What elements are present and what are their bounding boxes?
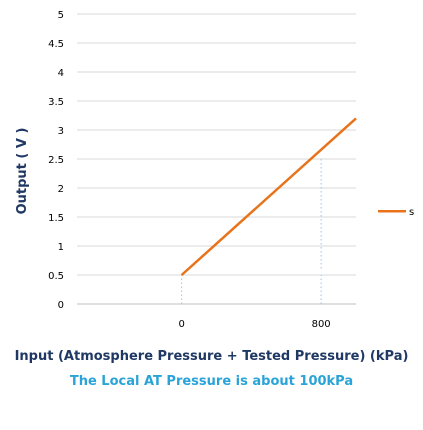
y-tick-label: 2: [58, 184, 64, 195]
x-tick-label: 800: [312, 319, 331, 330]
x-tick-label: 0: [178, 319, 184, 330]
y-tick-label: 3: [58, 126, 64, 137]
grid-layer: [77, 13, 356, 305]
y-axis-title: Output ( V ): [15, 128, 30, 215]
y-tick-label: 0.5: [48, 271, 64, 282]
y-tick-label: 2.5: [48, 155, 64, 166]
y-tick-label: 4.5: [48, 39, 64, 50]
y-tick-label: 0: [58, 300, 64, 311]
y-tick-label: 3.5: [48, 97, 64, 108]
x-axis-title: Input (Atmosphere Pressure + Tested Pres…: [14, 349, 409, 364]
legend: s: [378, 207, 414, 218]
y-tick-label: 1: [58, 242, 64, 253]
legend-label: s: [409, 207, 414, 218]
y-tick-label: 4: [58, 68, 64, 79]
series-layer: [180, 117, 357, 276]
y-tick-label: 5: [58, 10, 64, 21]
annotation-note: The Local AT Pressure is about 100kPa: [69, 374, 354, 389]
reference-lines: [181, 159, 322, 304]
axes: 0 0.5 1 1.5 2 2.5 3 3.5 4 4.5 5 0 800: [48, 10, 331, 330]
y-tick-label: 1.5: [48, 213, 64, 224]
series-line-s: [180, 117, 357, 276]
